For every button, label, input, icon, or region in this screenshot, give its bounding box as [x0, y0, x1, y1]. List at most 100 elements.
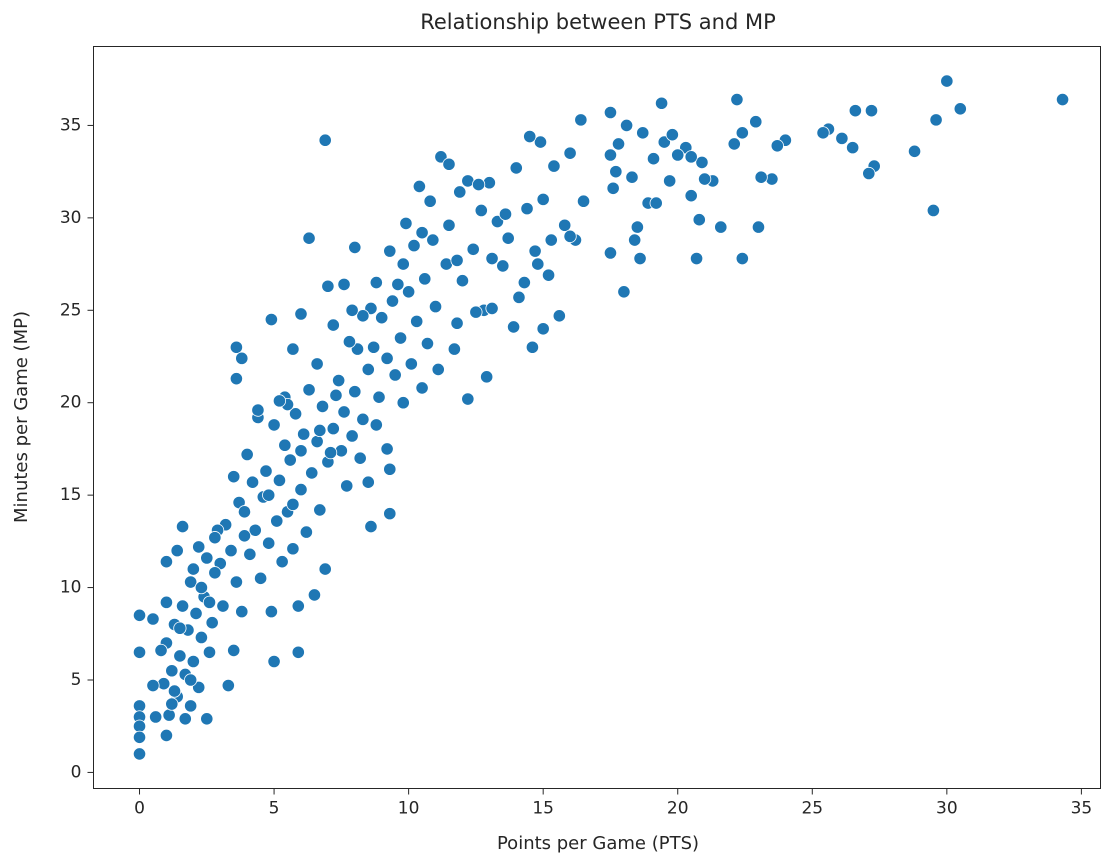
- scatter-point: [286, 542, 300, 556]
- scatter-point: [714, 220, 728, 234]
- scatter-point: [404, 357, 418, 371]
- y-tick-label: 15: [60, 485, 82, 505]
- scatter-point: [302, 383, 316, 397]
- x-tick-label: 30: [936, 799, 958, 819]
- scatter-point: [864, 104, 879, 118]
- scatter-point: [356, 309, 370, 323]
- scatter-point: [356, 412, 370, 426]
- scatter-point: [275, 555, 289, 569]
- scatter-point: [544, 233, 558, 247]
- scatter-point: [735, 126, 749, 140]
- scatter-point: [132, 608, 147, 622]
- scatter-point: [173, 621, 187, 635]
- scatter-point: [525, 340, 540, 354]
- scatter-point: [628, 233, 642, 247]
- scatter-point: [157, 677, 171, 691]
- scatter-point: [175, 599, 190, 613]
- x-tick-label: 25: [801, 799, 823, 819]
- scatter-point: [929, 113, 943, 127]
- scatter-point: [283, 453, 297, 467]
- scatter-point: [200, 712, 214, 726]
- scatter-point: [313, 503, 327, 517]
- scatter-point: [132, 747, 147, 761]
- scatter-point: [418, 272, 432, 286]
- scatter-point: [533, 135, 548, 149]
- scatter-point: [297, 427, 311, 441]
- scatter-point: [442, 218, 456, 232]
- scatter-point: [318, 562, 332, 576]
- scatter-point: [453, 185, 467, 199]
- scatter-point: [361, 362, 375, 377]
- scatter-point: [345, 303, 359, 317]
- y-tick-label: 35: [60, 115, 82, 135]
- scatter-point: [380, 351, 394, 365]
- scatter-point: [154, 643, 168, 658]
- scatter-point: [396, 396, 410, 410]
- scatter-point: [536, 322, 550, 336]
- scatter-point: [286, 342, 300, 356]
- scatter-point: [816, 126, 830, 140]
- scatter-point: [272, 394, 287, 408]
- scatter-point: [485, 251, 499, 266]
- scatter-point: [730, 92, 744, 107]
- scatter-point: [862, 166, 876, 181]
- scatter-point: [337, 405, 351, 419]
- scatter-point: [294, 307, 308, 321]
- scatter-point: [391, 277, 405, 292]
- scatter-point: [663, 174, 677, 188]
- scatter-point: [523, 129, 537, 144]
- scatter-point: [184, 673, 198, 687]
- scatter-point: [603, 148, 618, 162]
- scatter-point: [735, 251, 749, 266]
- scatter-point: [332, 373, 346, 388]
- scatter-point: [186, 562, 200, 576]
- scatter-point: [229, 575, 243, 589]
- scatter-point: [617, 285, 631, 299]
- scatter-point: [455, 274, 470, 288]
- scatter-point: [531, 257, 545, 271]
- scatter-point: [609, 165, 623, 179]
- scatter-point: [536, 192, 550, 206]
- scatter-point: [471, 177, 486, 192]
- scatter-point: [420, 336, 435, 351]
- scatter-point: [208, 566, 222, 580]
- y-tick-label: 0: [71, 762, 82, 782]
- scatter-point: [485, 301, 499, 316]
- scatter-point: [291, 645, 305, 659]
- scatter-point: [323, 446, 338, 460]
- scatter-point: [162, 708, 176, 722]
- y-tick-label: 30: [60, 208, 82, 228]
- scatter-point: [286, 497, 300, 511]
- scatter-point: [665, 128, 679, 142]
- scatter-point: [227, 643, 241, 658]
- scatter-point: [245, 475, 260, 489]
- scatter-point: [953, 102, 967, 116]
- scatter-point: [765, 172, 779, 186]
- scatter-point: [509, 161, 523, 175]
- scatter-point: [749, 115, 763, 129]
- scatter-point: [410, 314, 424, 328]
- scatter-point: [192, 540, 206, 554]
- scatter-point: [248, 523, 262, 537]
- scatter-point: [375, 311, 389, 325]
- scatter-point: [221, 678, 235, 693]
- scatter-point: [318, 133, 332, 147]
- scatter-point: [224, 543, 238, 558]
- scatter-point: [506, 320, 521, 334]
- scatter-point: [132, 719, 147, 733]
- scatter-point: [751, 220, 766, 234]
- scatter-point: [267, 654, 281, 669]
- scatter-point: [340, 479, 354, 493]
- scatter-point: [132, 699, 147, 713]
- scatter-point: [636, 126, 650, 140]
- scatter-point: [186, 654, 200, 669]
- scatter-point: [178, 712, 192, 726]
- scatter-point: [606, 181, 620, 195]
- scatter-point: [372, 390, 386, 404]
- scatter-point: [184, 699, 198, 713]
- scatter-point: [326, 318, 340, 332]
- x-tick-label: 10: [398, 799, 420, 819]
- scatter-point: [625, 170, 639, 184]
- scatter-point: [159, 728, 174, 743]
- scatter-point: [428, 299, 443, 314]
